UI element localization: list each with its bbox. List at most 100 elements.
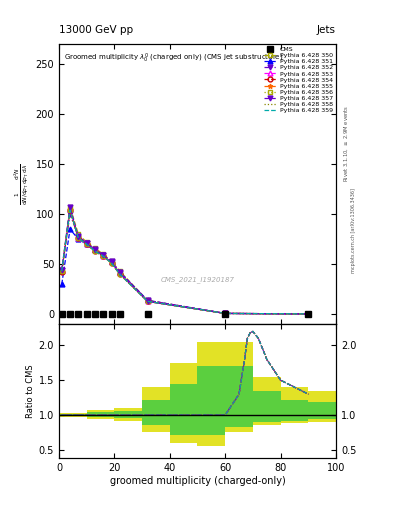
- Line: Pythia 6.428 357: Pythia 6.428 357: [59, 205, 311, 316]
- Line: Pythia 6.428 351: Pythia 6.428 351: [59, 227, 311, 316]
- Line: Pythia 6.428 350: Pythia 6.428 350: [59, 205, 311, 316]
- Pythia 6.428 354: [118, 271, 122, 278]
- Pythia 6.428 358: [76, 235, 81, 241]
- Line: Pythia 6.428 352: Pythia 6.428 352: [59, 211, 311, 316]
- Pythia 6.428 357: [59, 267, 64, 273]
- Pythia 6.428 358: [93, 248, 97, 254]
- Pythia 6.428 350: [306, 311, 310, 317]
- Pythia 6.428 354: [306, 311, 310, 317]
- Pythia 6.428 356: [118, 271, 122, 278]
- Pythia 6.428 350: [84, 239, 89, 245]
- Pythia 6.428 356: [59, 268, 64, 274]
- Pythia 6.428 355: [101, 253, 106, 259]
- Pythia 6.428 352: [59, 267, 64, 273]
- Text: Rivet 3.1.10, $\geq$ 2.9M events: Rivet 3.1.10, $\geq$ 2.9M events: [343, 105, 350, 182]
- Pythia 6.428 357: [145, 298, 150, 305]
- Pythia 6.428 351: [76, 236, 81, 242]
- CMS: [68, 311, 72, 317]
- Pythia 6.428 355: [68, 207, 72, 213]
- Pythia 6.428 358: [145, 298, 150, 305]
- Pythia 6.428 352: [68, 211, 72, 217]
- CMS: [306, 311, 310, 317]
- Pythia 6.428 358: [118, 271, 122, 278]
- Pythia 6.428 355: [145, 298, 150, 305]
- Pythia 6.428 354: [68, 207, 72, 213]
- Text: Jets: Jets: [317, 25, 336, 35]
- Pythia 6.428 352: [84, 240, 89, 246]
- Line: Pythia 6.428 358: Pythia 6.428 358: [62, 210, 308, 314]
- Line: Pythia 6.428 353: Pythia 6.428 353: [59, 207, 311, 316]
- Pythia 6.428 355: [306, 311, 310, 317]
- CMS: [101, 311, 106, 317]
- Pythia 6.428 356: [145, 298, 150, 305]
- Pythia 6.428 350: [118, 268, 122, 274]
- CMS: [223, 311, 228, 317]
- Pythia 6.428 353: [59, 268, 64, 274]
- CMS: [93, 311, 97, 317]
- X-axis label: groomed multiplicity (charged-only): groomed multiplicity (charged-only): [110, 476, 285, 486]
- Pythia 6.428 353: [76, 235, 81, 241]
- Pythia 6.428 351: [59, 281, 64, 287]
- Pythia 6.428 356: [101, 253, 106, 259]
- Pythia 6.428 358: [68, 207, 72, 213]
- Pythia 6.428 352: [118, 269, 122, 275]
- Pythia 6.428 356: [109, 260, 114, 266]
- Pythia 6.428 354: [93, 248, 97, 254]
- Pythia 6.428 354: [101, 253, 106, 259]
- Pythia 6.428 352: [145, 297, 150, 304]
- Pythia 6.428 355: [84, 241, 89, 247]
- Pythia 6.428 354: [145, 298, 150, 305]
- Pythia 6.428 359: [68, 207, 72, 213]
- Pythia 6.428 357: [68, 204, 72, 210]
- Pythia 6.428 351: [306, 311, 310, 317]
- Pythia 6.428 351: [93, 247, 97, 253]
- CMS: [59, 311, 64, 317]
- Pythia 6.428 350: [223, 310, 228, 316]
- Pythia 6.428 353: [109, 259, 114, 265]
- Pythia 6.428 353: [223, 310, 228, 316]
- Pythia 6.428 351: [223, 310, 228, 316]
- Pythia 6.428 358: [59, 268, 64, 274]
- Pythia 6.428 352: [306, 311, 310, 317]
- Legend: CMS, Pythia 6.428 350, Pythia 6.428 351, Pythia 6.428 352, Pythia 6.428 353, Pyt: CMS, Pythia 6.428 350, Pythia 6.428 351,…: [262, 46, 334, 115]
- Pythia 6.428 357: [223, 310, 228, 316]
- Line: CMS: CMS: [59, 311, 311, 317]
- Pythia 6.428 357: [306, 311, 310, 317]
- Pythia 6.428 354: [59, 269, 64, 275]
- Pythia 6.428 356: [306, 311, 310, 317]
- Pythia 6.428 356: [84, 241, 89, 247]
- Pythia 6.428 352: [109, 258, 114, 264]
- Pythia 6.428 351: [145, 297, 150, 304]
- Pythia 6.428 354: [84, 241, 89, 247]
- Pythia 6.428 351: [118, 269, 122, 275]
- Line: Pythia 6.428 356: Pythia 6.428 356: [59, 208, 311, 316]
- Pythia 6.428 359: [59, 268, 64, 274]
- CMS: [109, 311, 114, 317]
- Pythia 6.428 350: [109, 258, 114, 264]
- Pythia 6.428 355: [118, 271, 122, 278]
- Pythia 6.428 351: [101, 252, 106, 258]
- Pythia 6.428 357: [101, 252, 106, 258]
- Pythia 6.428 353: [145, 298, 150, 305]
- Pythia 6.428 357: [93, 247, 97, 253]
- CMS: [118, 311, 122, 317]
- CMS: [84, 311, 89, 317]
- Pythia 6.428 359: [109, 260, 114, 266]
- Pythia 6.428 356: [223, 310, 228, 316]
- Y-axis label: Ratio to CMS: Ratio to CMS: [26, 365, 35, 418]
- Pythia 6.428 352: [101, 252, 106, 258]
- Pythia 6.428 353: [101, 253, 106, 259]
- Pythia 6.428 359: [76, 235, 81, 241]
- Pythia 6.428 355: [59, 268, 64, 274]
- Pythia 6.428 355: [76, 235, 81, 241]
- Pythia 6.428 352: [76, 233, 81, 239]
- Pythia 6.428 355: [223, 310, 228, 316]
- Pythia 6.428 350: [59, 268, 64, 274]
- Line: Pythia 6.428 354: Pythia 6.428 354: [59, 208, 311, 316]
- Pythia 6.428 350: [93, 245, 97, 251]
- Text: 13000 GeV pp: 13000 GeV pp: [59, 25, 133, 35]
- Pythia 6.428 357: [118, 270, 122, 276]
- Pythia 6.428 351: [68, 226, 72, 232]
- Pythia 6.428 357: [84, 240, 89, 246]
- Pythia 6.428 358: [84, 241, 89, 247]
